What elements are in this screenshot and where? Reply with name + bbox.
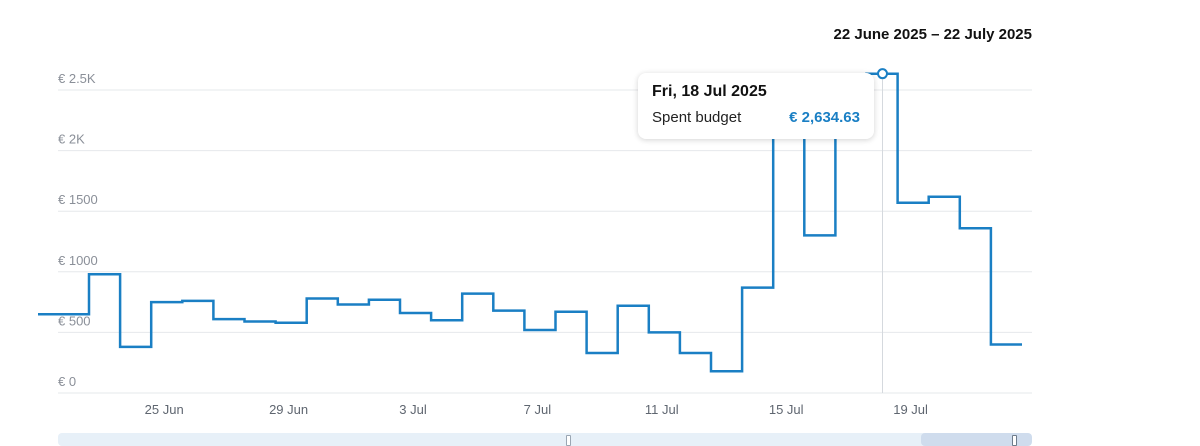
hover-point-marker[interactable] — [877, 68, 888, 80]
tooltip-value: € 2,634.63 — [789, 109, 860, 126]
grid-lines — [58, 89, 1032, 394]
date-range-title: 22 June 2025 – 22 July 2025 — [833, 26, 1032, 43]
y-tick-label: € 500 — [58, 313, 91, 328]
navigator-handle[interactable] — [566, 435, 571, 446]
x-tick-label: 3 Jul — [399, 402, 427, 417]
spent-budget-line[interactable] — [38, 72, 1022, 373]
y-axis-ticks: € 0 € 500 € 1000 € 1500 € 2K € 2.5K — [58, 71, 98, 389]
budget-chart[interactable]: € 0 € 500 € 1000 € 1500 € 2K € 2.5K 25 Jun 29 … — [0, 0, 1200, 430]
x-tick-label: 29 Jun — [269, 402, 308, 417]
x-tick-label: 11 Jul — [645, 402, 679, 417]
y-tick-label: € 2.5K — [58, 71, 96, 86]
x-tick-label: 25 Jun — [145, 402, 184, 417]
y-tick-label: € 2K — [58, 132, 85, 147]
navigator-selection-window[interactable] — [921, 433, 1032, 446]
x-axis-ticks: 25 Jun 29 Jun 3 Jul 7 Jul 11 Jul 15 Jul 19 Jul — [145, 402, 928, 417]
y-tick-label: € 0 — [58, 374, 76, 389]
range-navigator[interactable] — [58, 433, 1032, 446]
y-tick-label: € 1000 — [58, 253, 98, 268]
tooltip-date: Fri, 18 Jul 2025 — [652, 83, 767, 100]
navigator-handle-right[interactable] — [1012, 435, 1017, 446]
x-tick-label: 15 Jul — [769, 402, 804, 417]
chart-tooltip: Fri, 18 Jul 2025 Spent budget € 2,634.63 — [638, 73, 874, 139]
tooltip-series-label: Spent budget — [652, 109, 742, 126]
y-tick-label: € 1500 — [58, 192, 98, 207]
x-tick-label: 7 Jul — [524, 402, 552, 417]
x-tick-label: 19 Jul — [893, 402, 928, 417]
